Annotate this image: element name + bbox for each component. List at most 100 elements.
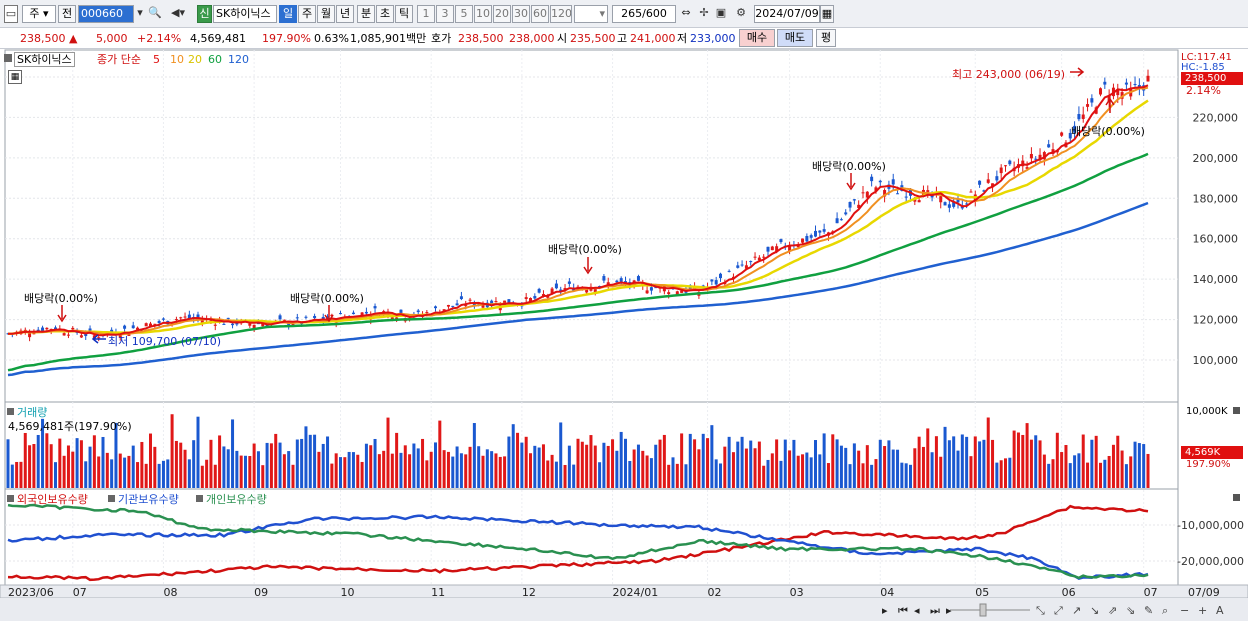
- count-field[interactable]: 265/600: [612, 5, 676, 23]
- period-button-month[interactable]: 월: [317, 5, 335, 23]
- prev-button[interactable]: 전: [58, 5, 76, 23]
- xin-badge[interactable]: 신: [197, 5, 212, 23]
- volume-bar: [101, 436, 105, 488]
- x-tick-label: 2023/06: [8, 586, 54, 599]
- holdings-y-tick: -10,000,000: [1177, 519, 1244, 532]
- volume-bar: [161, 460, 165, 488]
- volume-bar: [537, 447, 541, 488]
- volume-bar: [878, 439, 882, 488]
- interval-custom-select[interactable]: ▾: [574, 5, 608, 23]
- interval-button-60[interactable]: 60: [531, 5, 549, 23]
- candle-body: [157, 320, 161, 324]
- stock-name-field[interactable]: SK하이닉스: [213, 5, 277, 23]
- code-dropdown-icon[interactable]: ▾: [137, 6, 143, 19]
- x-tick-label: 11: [431, 586, 445, 599]
- scroll-range-icon[interactable]: ⇔: [681, 6, 691, 19]
- candle-body: [174, 319, 178, 321]
- sell-button[interactable]: 매도: [777, 29, 813, 47]
- volume-bar: [36, 434, 40, 488]
- candle-body: [878, 180, 882, 183]
- volume-bar: [256, 451, 260, 488]
- interval-button-120[interactable]: 120: [550, 5, 572, 23]
- period-button-second[interactable]: 초: [376, 5, 394, 23]
- volume-bar: [999, 460, 1003, 488]
- interval-button-30[interactable]: 30: [512, 5, 530, 23]
- save-icon[interactable]: ▣: [715, 6, 727, 19]
- interval-button-1[interactable]: 1: [417, 5, 435, 23]
- volume-bar: [399, 452, 403, 488]
- volume-bar: [533, 445, 537, 488]
- stock-chart[interactable]: 240,000220,000200,000180,000160,000140,0…: [0, 49, 1248, 621]
- volume-bar: [891, 449, 895, 488]
- candle-body: [1042, 152, 1046, 160]
- gear-icon[interactable]: ⚙: [736, 6, 746, 19]
- volume-bar: [801, 454, 805, 488]
- volume-bar: [334, 453, 338, 488]
- volume-bar: [382, 450, 386, 488]
- table-icon[interactable]: ▦: [8, 70, 22, 84]
- cursor-icon[interactable]: ✢: [699, 6, 709, 19]
- date-field[interactable]: 2024/07/09: [754, 5, 820, 23]
- volume-bar: [731, 452, 735, 488]
- interval-button-5[interactable]: 5: [455, 5, 473, 23]
- x-tick-label: 12: [522, 586, 536, 599]
- candle-body: [373, 306, 377, 309]
- volume-bar: [265, 442, 269, 488]
- count-max: /600: [642, 7, 667, 20]
- candle-body: [161, 318, 165, 320]
- candle-body: [226, 317, 230, 319]
- price-y-tick: 160,000: [1193, 233, 1239, 246]
- stock-chip[interactable]: SK하이닉스: [14, 52, 75, 67]
- volume-bar: [844, 447, 848, 488]
- x-tick-label: 2024/01: [613, 586, 659, 599]
- candle-body: [66, 334, 70, 336]
- low-price-note: 최저 109,700 (07/10): [108, 335, 222, 348]
- volume-bar: [421, 438, 425, 488]
- interval-button-20[interactable]: 20: [493, 5, 511, 23]
- volume-bar: [727, 436, 731, 488]
- candle-body: [209, 320, 213, 322]
- volume-bar: [1038, 440, 1042, 488]
- candle-body: [339, 313, 342, 315]
- volume-bar: [88, 446, 92, 488]
- candle-body: [399, 309, 403, 314]
- period-button-minute[interactable]: 분: [357, 5, 375, 23]
- candle-body: [680, 290, 684, 293]
- candle-body: [1047, 144, 1051, 148]
- hc-label: HC:-1.85: [1181, 62, 1225, 73]
- window-icon[interactable]: ▭: [4, 5, 18, 23]
- search-icon[interactable]: 🔍: [148, 6, 162, 19]
- volume-bar: [896, 449, 900, 488]
- volume-bar: [464, 454, 468, 488]
- buy-button[interactable]: 매수: [739, 29, 775, 47]
- moving-averages: [7, 84, 1149, 377]
- volume-bar: [917, 436, 921, 488]
- candle-body: [891, 179, 895, 185]
- volume-bar: [347, 451, 351, 488]
- volume-bar: [179, 442, 183, 488]
- low-note-arrow: [91, 334, 106, 344]
- speaker-icon[interactable]: ◀▾: [171, 6, 185, 19]
- interval-button-3[interactable]: 3: [436, 5, 454, 23]
- volume-bar: [783, 439, 787, 488]
- candle-body: [649, 287, 653, 291]
- volume-bar: [796, 455, 800, 488]
- period-button-tick[interactable]: 틱: [395, 5, 413, 23]
- volume-bar: [563, 464, 567, 488]
- candle-body: [602, 276, 606, 281]
- eval-button[interactable]: 평: [816, 29, 836, 47]
- institution-holdings-legend: 기관보유수량: [118, 493, 179, 506]
- high-price: 241,000: [630, 32, 676, 45]
- period-button-year[interactable]: 년: [336, 5, 354, 23]
- interval-button-10[interactable]: 10: [474, 5, 492, 23]
- count-value: 265: [621, 7, 643, 20]
- period-type-select[interactable]: 주 ▾: [22, 5, 56, 23]
- volume-bar: [71, 451, 75, 488]
- period-button-week[interactable]: 주: [298, 5, 316, 23]
- period-button-day[interactable]: 일: [279, 5, 297, 23]
- drawing-tool-icon: ⤡: [1036, 604, 1045, 617]
- candle-body: [507, 299, 511, 304]
- stock-code-input[interactable]: 000660: [78, 5, 134, 23]
- calendar-icon[interactable]: ▦: [820, 5, 834, 23]
- drawing-tool-icon: ↗: [1072, 604, 1081, 617]
